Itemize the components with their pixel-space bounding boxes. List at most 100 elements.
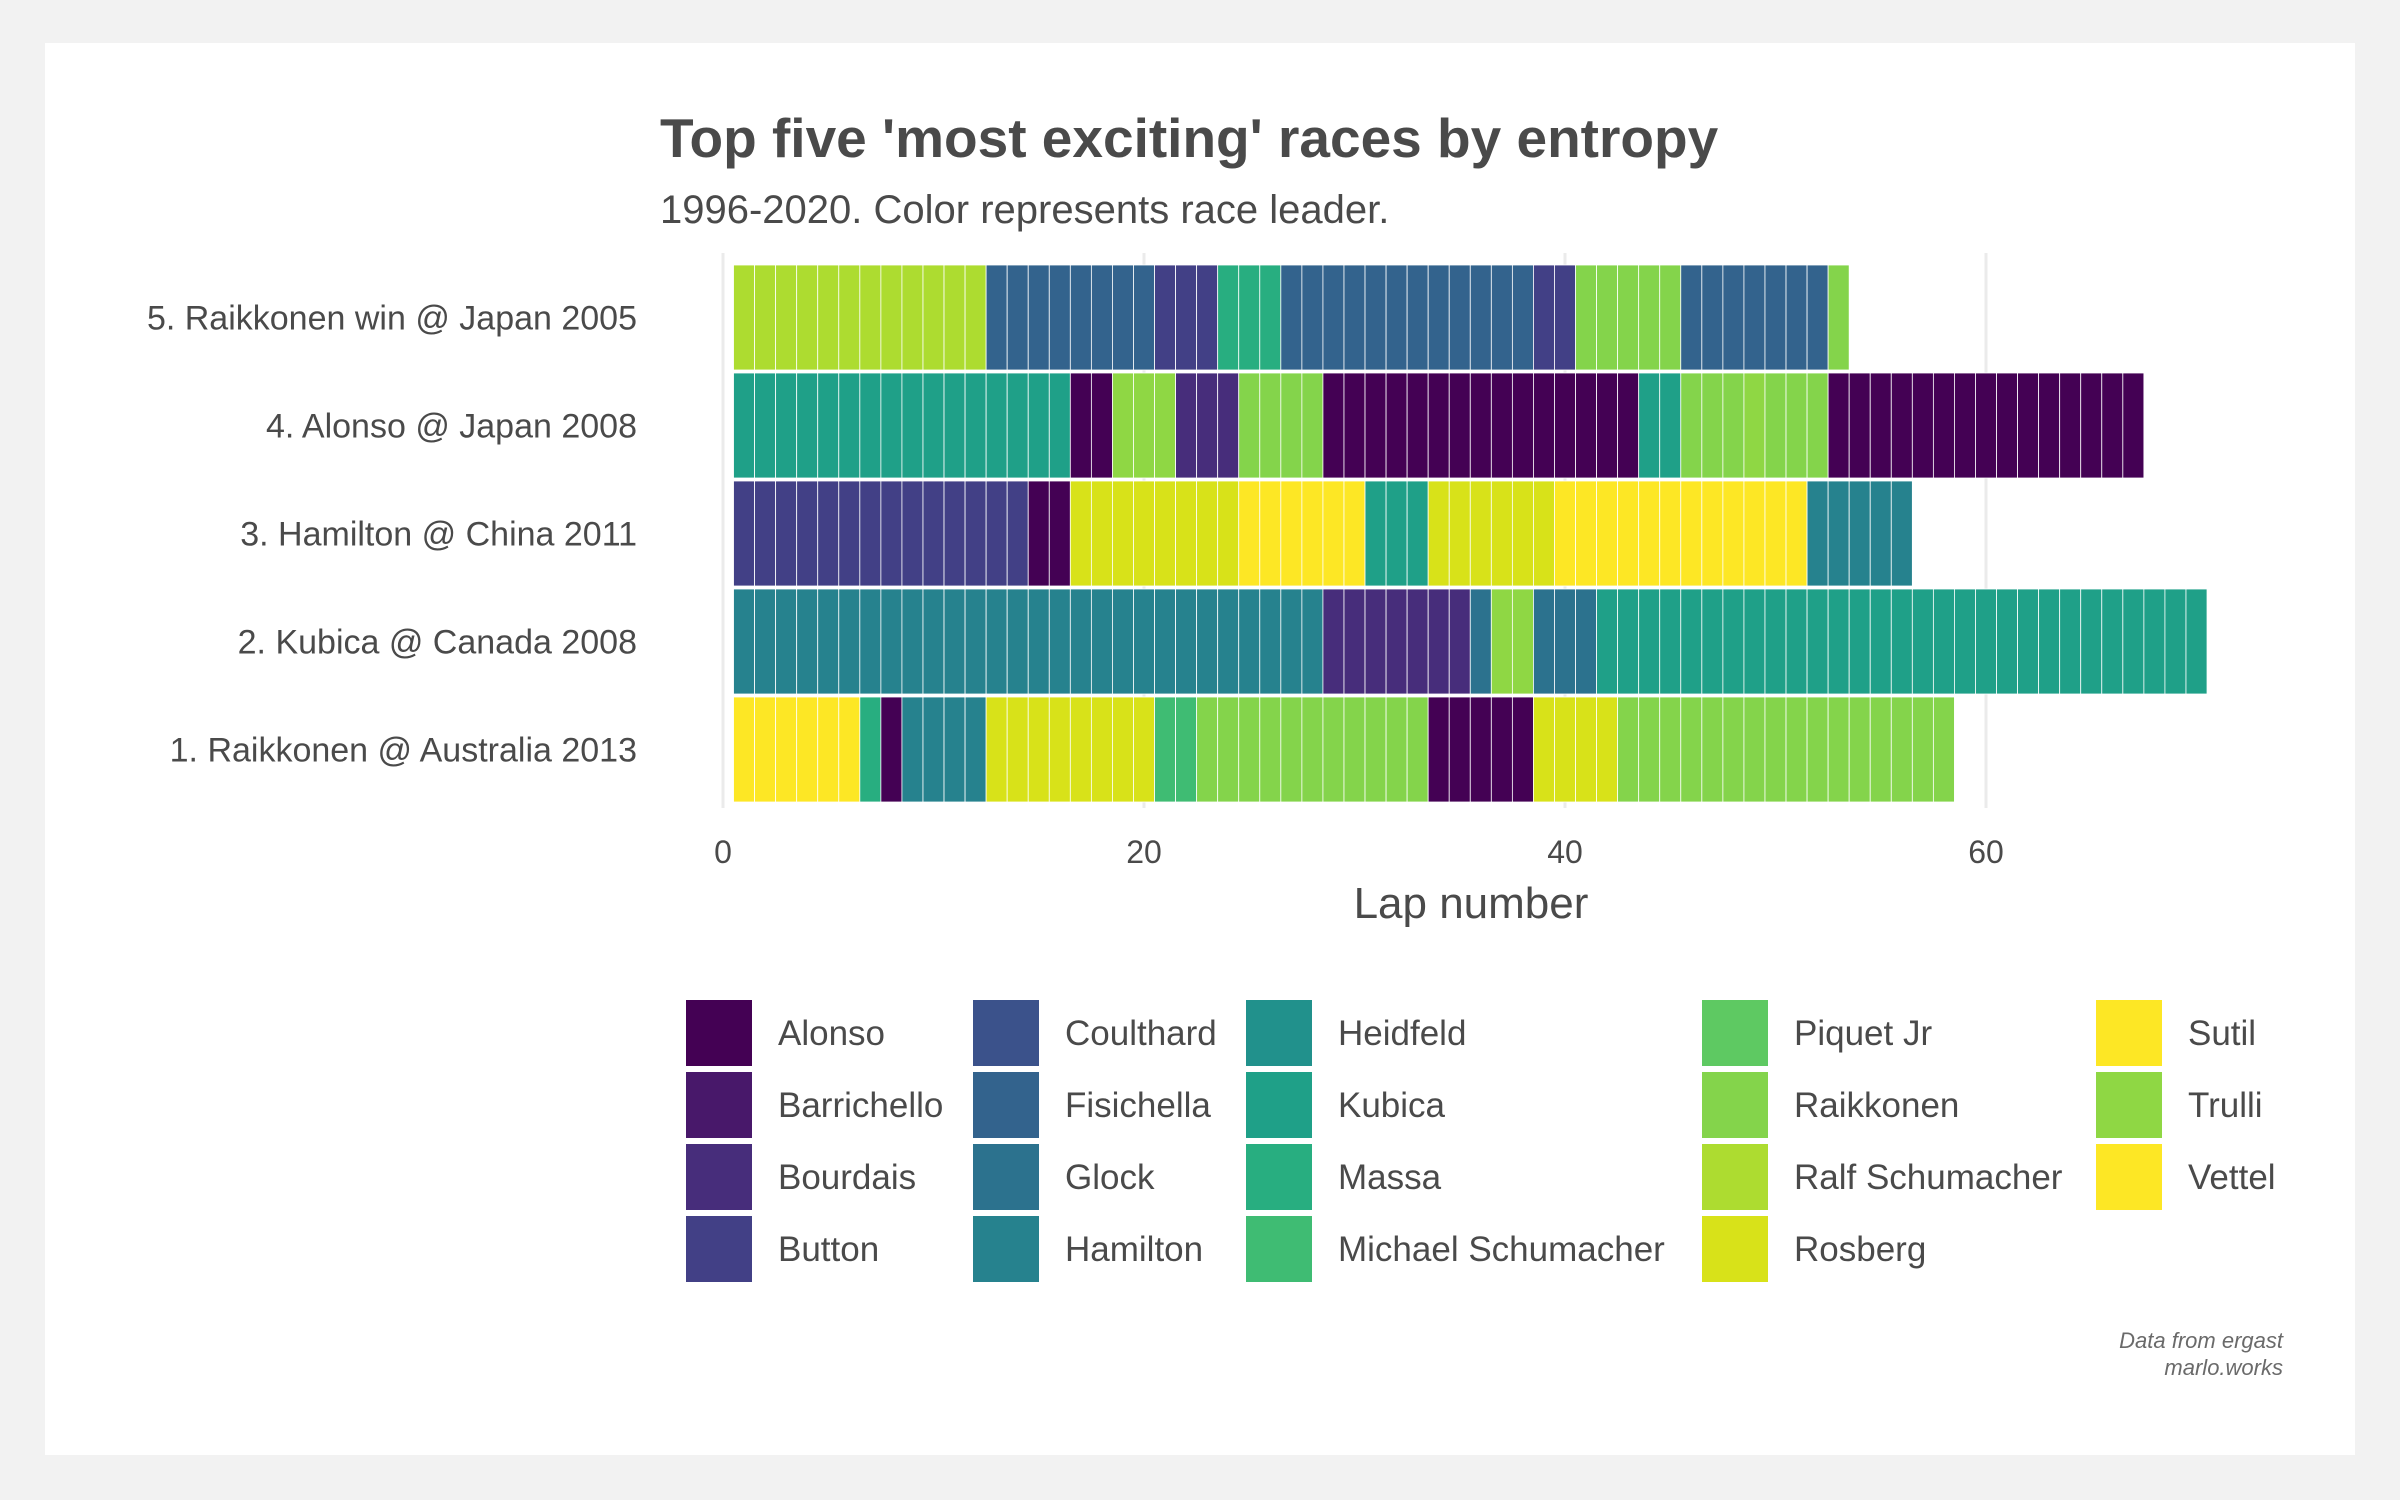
legend-swatch [684,1214,754,1284]
lap-cell [1322,588,1345,695]
lap-cell [1048,372,1071,479]
lap-cell [1406,372,1429,479]
lap-cell [1322,696,1345,803]
lap-cell [880,480,903,587]
lap-cell [1511,480,1534,587]
legend-item: Button [684,1214,879,1284]
lap-cell [1554,480,1576,587]
lap-cell [1175,264,1198,371]
legend-item: Sutil [2094,998,2256,1068]
lap-cell [1343,480,1366,587]
lap-cell [1259,372,1282,479]
lap-cell [733,372,755,479]
lap-cell [943,696,966,803]
lap-cell [1617,264,1640,371]
lap-cell [817,264,840,371]
lap-cell [838,588,861,695]
legend: Alonso Barrichello Bourdais Button Coulthard… [684,998,2276,1284]
lap-cell [1175,480,1198,587]
lap-cell [985,696,1008,803]
lap-cell [1406,588,1429,695]
legend-label: Kubica [1338,1086,1446,1125]
lap-cell [1533,480,1555,587]
lap-cell [901,696,924,803]
lap-cell [880,264,903,371]
legend-label: Piquet Jr [1794,1014,1932,1053]
lap-cell [1448,588,1471,695]
lap-cell [1301,588,1324,695]
lap-cell [1364,588,1387,695]
lap-cell [1975,588,1997,695]
race-label: 1. Raikkonen @ Australia 2013 [170,732,637,770]
lap-cell [1701,588,1724,695]
legend-label: Rosberg [1794,1230,1926,1269]
lap-cell [964,696,987,803]
lap-cell [1469,264,1492,371]
legend-item: Alonso [684,998,885,1068]
legend-item: Barrichello [684,1070,943,1140]
lap-cell [796,696,819,803]
lap-cell [1469,372,1492,479]
lap-cell [1911,588,1934,695]
lap-cell [1069,696,1092,803]
lap-cell [1385,264,1408,371]
lap-cell [1596,264,1619,371]
lap-cell [1617,588,1640,695]
lap-cell [922,588,945,695]
legend-item: Kubica [1244,1070,1446,1140]
lap-cell [1890,588,1913,695]
lap-cell [1175,372,1198,479]
lap-cell [1343,696,1366,803]
lap-cell [1785,372,1808,479]
lap-cell [1027,480,1050,587]
lap-cell [1385,480,1408,587]
lap-cell [1806,264,1829,371]
lap-cell [1743,372,1766,479]
lap-cell [1112,480,1134,587]
legend-item: Ralf Schumacher [1700,1142,2063,1212]
lap-cell [922,372,945,479]
lap-cell [964,480,987,587]
lap-cell [1217,372,1240,479]
lap-cell [1048,264,1071,371]
lap-cell [985,264,1008,371]
x-axis-ticks: 0 20 40 60 [714,834,2004,870]
lap-cell [1596,480,1619,587]
lap-cell [1048,480,1071,587]
lap-cell [1133,264,1155,371]
lap-cell [1259,480,1282,587]
x-tick-label: 40 [1547,834,1583,870]
lap-cell [1427,480,1450,587]
lap-cell [1680,264,1703,371]
lap-cell [1154,372,1176,479]
lap-cell [1827,696,1850,803]
lap-cell [1196,372,1219,479]
lap-cell [2059,588,2082,695]
lap-cell [1427,372,1450,479]
lap-cell [1575,588,1597,695]
lap-cell [1596,372,1619,479]
lap-cell [1554,696,1576,803]
legend-label: Michael Schumacher [1338,1230,1665,1269]
bars [733,264,2208,803]
lap-cell [1827,372,1850,479]
lap-cell [1722,696,1745,803]
legend-swatch [2094,1070,2164,1140]
legend-swatch [1700,1070,1770,1140]
lap-cell [859,372,882,479]
lap-cell [2038,372,2061,479]
legend-item: Massa [1244,1142,1442,1212]
legend-label: Raikkonen [1794,1086,1959,1125]
lap-cell [1280,480,1303,587]
lap-cell [754,372,777,479]
lap-cell [1785,480,1808,587]
legend-swatch [1700,1142,1770,1212]
lap-cell [1638,588,1661,695]
lap-cell [943,372,966,479]
lap-cell [859,480,882,587]
legend-label: Alonso [778,1014,885,1053]
lap-cell [1827,264,1850,371]
legend-swatch [1244,998,1314,1068]
chart-title: Top five 'most exciting' races by entrop… [660,107,1719,169]
lap-cell [1511,372,1534,479]
